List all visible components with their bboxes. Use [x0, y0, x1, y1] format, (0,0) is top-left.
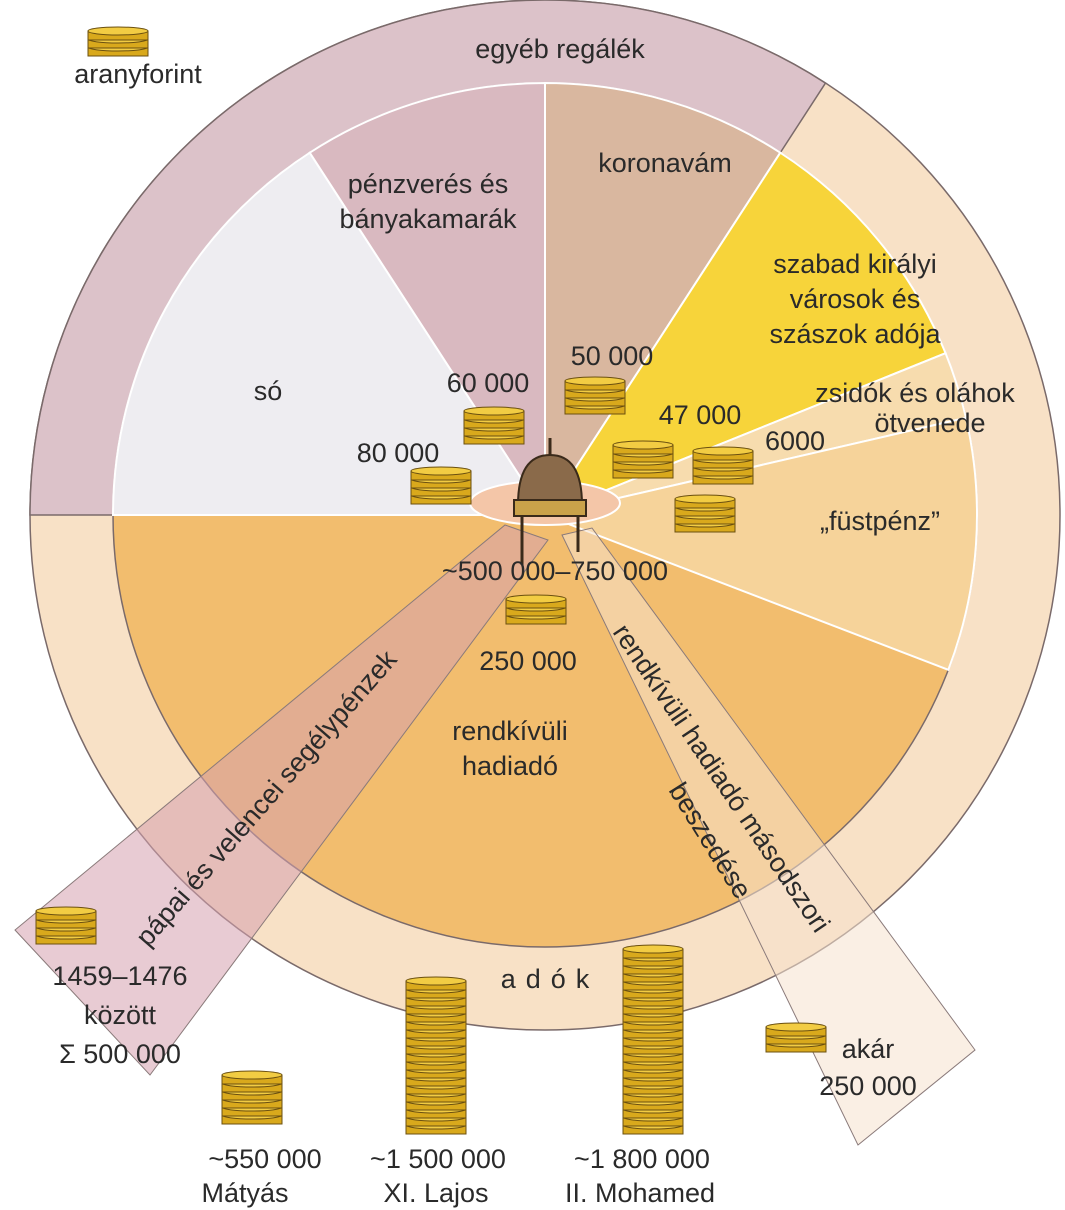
coin-top [675, 495, 735, 503]
sector-amount: 250 000 [479, 646, 577, 676]
ring-label: adók [501, 964, 600, 994]
coin-top [623, 945, 683, 953]
beam-amount: Σ 500 000 [59, 1039, 181, 1069]
sector-label: ötvenede [874, 408, 985, 438]
beam-amount: akár [842, 1034, 895, 1064]
crown-band [514, 500, 586, 516]
comparison-amount: ~1 500 000 [370, 1144, 506, 1174]
beam-amount: 1459–1476 [52, 961, 187, 991]
legend-label: aranyforint [74, 59, 202, 89]
comparison-name: II. Mohamed [565, 1178, 715, 1208]
sector-amount: 6000 [765, 426, 825, 456]
beam-amount: 250 000 [819, 1071, 917, 1101]
sector-label: szászok adója [769, 319, 941, 349]
sector-label: pénzverés és [348, 169, 509, 199]
coin-top [406, 977, 466, 985]
coin-top [88, 27, 148, 35]
sector-label: zsidók és oláhok [815, 378, 1015, 408]
sector-amount: 47 000 [659, 400, 742, 430]
sector-amount: 50 000 [571, 341, 654, 371]
comparison-name: Mátyás [201, 1178, 288, 1208]
coin-top [506, 595, 566, 603]
sector-amount: 60 000 [447, 368, 530, 398]
sector-label: szabad királyi [773, 249, 937, 279]
coin-top [411, 467, 471, 475]
coin-top [565, 377, 625, 385]
coin-top [613, 441, 673, 449]
comparison-name: XI. Lajos [383, 1178, 488, 1208]
beam-amount: között [84, 1000, 157, 1030]
sector-label: rendkívüli [452, 716, 568, 746]
page: aranyforint egyéb regálék adók só 80 000… [0, 0, 1065, 1210]
sector-amount: 80 000 [357, 438, 440, 468]
ring-label: egyéb regálék [475, 34, 645, 64]
sector-label: városok és [790, 284, 921, 314]
comparison-amount: ~1 800 000 [574, 1144, 710, 1174]
comparison-amount: ~550 000 [208, 1144, 321, 1174]
coin-top [766, 1023, 826, 1031]
sector-label: koronavám [598, 148, 732, 178]
sector-label: hadiadó [462, 751, 558, 781]
sector-label: só [254, 376, 283, 406]
center-total: ~500 000–750 000 [442, 556, 668, 586]
coin-top [693, 447, 753, 455]
diagram: aranyforint egyéb regálék adók só 80 000… [0, 0, 1065, 1210]
sector-label: „füstpénz” [820, 506, 940, 536]
coin-top [464, 407, 524, 415]
coin-top [222, 1071, 282, 1079]
coin-top [36, 907, 96, 915]
sector-label: bányakamarák [339, 204, 517, 234]
